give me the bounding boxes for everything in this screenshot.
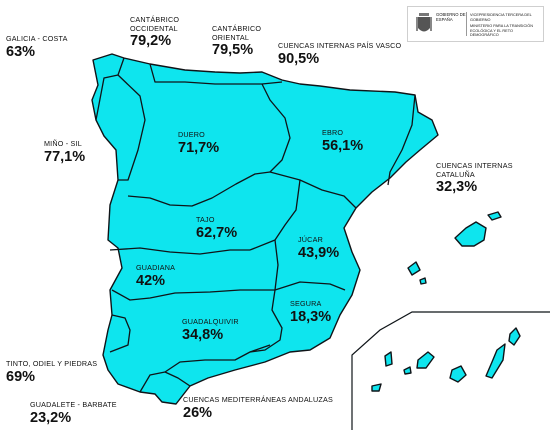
label-cantabrico-occidental: CANTÁBRICO OCCIDENTAL 79,2% [130,15,190,49]
border-ebro-cataluna [387,94,416,186]
government-logo: GOBIERNO DE ESPAÑA VICEPRESIDENCIA TERCE… [407,6,544,42]
basin-value: 79,2% [130,33,172,49]
basin-name: CUENCAS MEDITERRÁNEAS ANDALUZAS [183,395,333,404]
island-tenerife [416,351,435,369]
label-guadalete-barbate: GUADALETE - BARBATE 23,2% [30,400,117,426]
logo-text-gobierno: GOBIERNO DE ESPAÑA [436,12,466,22]
label-galicia-costa: GALICIA - COSTA 63% [6,34,68,60]
basin-name: TINTO, ODIEL Y PIEDRAS [6,359,98,368]
island-gran-canaria [449,365,467,383]
basin-value: 62,7% [196,224,238,241]
label-mino-sil: MIÑO - SIL 77,1% [44,139,86,165]
label-ebro: EBRO 56,1% [322,128,364,154]
island-lanzarote [508,327,521,346]
label-tajo: TAJO 62,7% [196,215,238,241]
island-la-palma [384,351,393,367]
basin-value: 79,5% [212,42,254,58]
basin-value: 63% [6,43,36,60]
basin-name: GUADALQUIVIR [182,317,239,326]
basin-value: 32,3% [436,179,478,195]
island-el-hierro [371,383,382,392]
border-duero-west [117,74,146,181]
border-segura-guadalquivir [249,289,283,353]
basin-name: GALICIA - COSTA [6,34,68,43]
border-tajo-guadiana [109,247,250,255]
border-duero-ebro [261,83,291,173]
basin-value: 34,8% [182,326,224,343]
coat-of-arms-icon [416,13,432,32]
island-mallorca [454,221,487,247]
canary-frame [351,311,550,430]
basin-value: 56,1% [322,137,364,154]
basin-value: 90,5% [278,50,320,67]
basin-value: 26% [183,404,213,421]
basin-name: CUENCAS INTERNAS PAÍS VASCO [278,41,402,50]
border-mediterraneas [164,344,271,373]
island-ibiza [407,261,421,276]
basin-name: SEGURA [290,299,322,308]
basin-name: EBRO [322,128,344,137]
island-formentera [419,277,427,285]
basin-value: 69% [6,368,36,385]
island-fuerteventura [485,343,506,379]
label-cantabrico-oriental: CANTÁBRICO ORIENTAL 79,5% [212,24,272,58]
border-duero-tajo [127,171,271,207]
basin-value: 71,7% [178,139,220,156]
label-pais-vasco: CUENCAS INTERNAS PAÍS VASCO 90,5% [278,41,402,67]
basin-name: GUADALETE - BARBATE [30,400,117,409]
label-guadalquivir: GUADALQUIVIR 34,8% [182,317,239,343]
label-duero: DUERO 71,7% [178,130,220,156]
logo-separator [466,12,467,36]
label-guadiana: GUADIANA 42% [136,263,176,289]
label-tinto-odiel-piedras: TINTO, ODIEL Y PIEDRAS 69% [6,359,98,385]
label-segura: SEGURA 18,3% [290,299,332,325]
label-mediterraneas-andaluzas: CUENCAS MEDITERRÁNEAS ANDALUZAS 26% [183,395,333,421]
basin-name: JÚCAR [298,235,323,244]
logo-text-vicepresidencia: VICEPRESIDENCIA TERCERA DEL GOBIERNO [470,13,532,22]
basin-name: DUERO [178,130,205,139]
label-jucar: JÚCAR 43,9% [298,235,340,261]
basin-value: 43,9% [298,244,340,261]
island-menorca [487,211,502,221]
border-ebro-jucar [269,171,357,209]
basin-value: 18,3% [290,308,332,325]
mainland-outline [91,53,439,405]
island-la-gomera [403,366,412,375]
basin-value: 23,2% [30,409,72,426]
border-guadiana-guadalquivir [111,289,275,301]
basin-name: CANTÁBRICO ORIENTAL [212,24,262,42]
basin-name: TAJO [196,215,215,224]
basin-name: CUENCAS INTERNAS CATALUÑA [436,161,513,179]
basin-value: 42% [136,272,166,289]
border-mino-galicia [95,57,125,121]
border-tajo-jucar [249,179,301,251]
border-jucar-segura [274,239,346,291]
logo-text-ministry: VICEPRESIDENCIA TERCERA DEL GOBIERNO MIN… [470,13,540,38]
border-tinto [109,314,131,353]
basin-value: 77,1% [44,148,86,165]
basin-name: GUADIANA [136,263,176,272]
basin-name: MIÑO - SIL [44,139,82,148]
basin-name: CANTÁBRICO OCCIDENTAL [130,15,180,33]
logo-text-ministerio: MINISTERIO PARA LA TRANSICIÓN ECOLÓGICA … [470,24,533,38]
label-cataluna: CUENCAS INTERNAS CATALUÑA 32,3% [436,161,536,195]
